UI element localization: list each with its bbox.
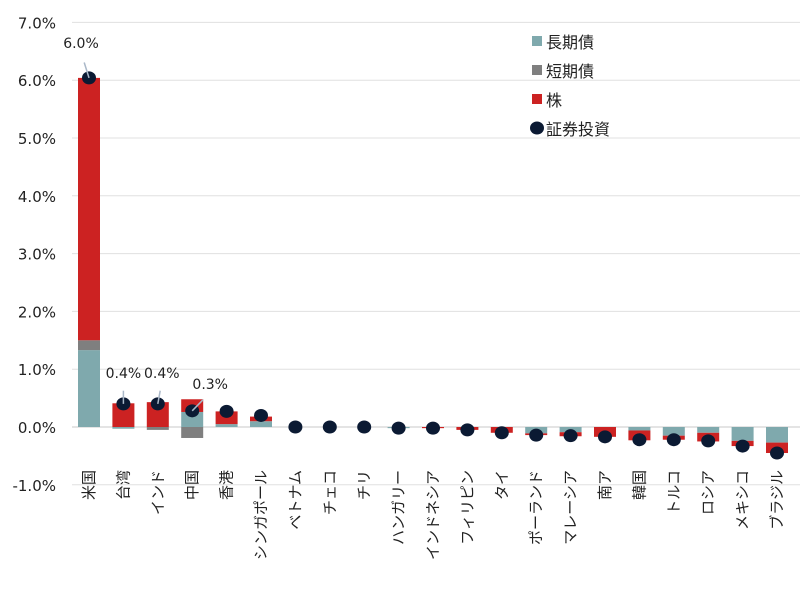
x-tick-label: メキシコ	[734, 470, 752, 530]
marker-point	[770, 446, 784, 460]
y-tick-label: 5.0%	[18, 130, 56, 148]
marker-point	[529, 428, 544, 442]
leader-line	[83, 62, 90, 79]
bar-segment	[250, 421, 272, 427]
x-tick-label: ベトナム	[286, 470, 304, 530]
legend-label: 短期債	[546, 62, 594, 81]
bar-segment	[181, 427, 204, 438]
y-tick-label: 7.0%	[18, 14, 56, 32]
x-tick-label: チリ	[355, 470, 373, 500]
bar-segment	[78, 77, 100, 341]
marker-point	[632, 433, 647, 447]
data-label: 6.0%	[63, 36, 99, 52]
data-labels: 6.0% 0.4% 0.4% 0.3%	[63, 36, 228, 412]
y-tick-label: 6.0%	[18, 72, 56, 90]
x-tick-label: 香港	[218, 470, 236, 500]
x-tick-label: シンガポール	[252, 470, 270, 560]
x-tick-label: トルコ	[665, 470, 683, 515]
bar-segment	[181, 411, 204, 427]
marker-point	[494, 426, 509, 440]
marker-point	[391, 421, 406, 435]
bar-segment	[146, 402, 169, 427]
x-tick-label: ブラジル	[768, 470, 786, 530]
x-tick-label: 南ア	[596, 470, 614, 500]
marker-point	[563, 429, 578, 443]
x-tick-label: タイ	[493, 470, 511, 500]
marker-point	[460, 423, 475, 437]
bar-segment	[697, 427, 720, 433]
data-label: 0.4%	[106, 366, 142, 382]
marker-point	[735, 439, 750, 453]
legend-marker	[530, 121, 544, 135]
legend-label: 長期債	[546, 33, 594, 52]
x-tick-label: 米国	[80, 470, 98, 500]
x-tick-label: フィリピン	[458, 470, 476, 545]
marker-point	[288, 420, 303, 434]
legend-swatch	[532, 94, 542, 104]
y-tick-label: 3.0%	[18, 246, 56, 264]
data-label: 0.4%	[144, 366, 180, 382]
data-label: 0.3%	[192, 377, 228, 393]
x-tick-label: チェコ	[321, 470, 339, 515]
bar-segment	[662, 427, 685, 436]
bars	[78, 77, 788, 454]
bar-segment	[78, 340, 100, 351]
x-axis: 米国 台湾 インド 中国 香港 シンガポール ベトナム チェコ チリ ハンガリー インドネシア フィリ…	[80, 470, 786, 560]
x-tick-label: 韓国	[630, 470, 648, 500]
x-tick-label: インド	[149, 470, 167, 515]
bar-segment	[766, 427, 788, 443]
marker-point	[254, 408, 268, 422]
x-tick-label: マレーシア	[562, 470, 580, 545]
bar-segment	[215, 424, 238, 427]
x-tick-label: ハンガリー	[390, 470, 408, 545]
marker-point	[426, 421, 440, 435]
legend-swatch	[532, 65, 542, 75]
marker-point	[598, 430, 612, 444]
bar-segment	[112, 427, 135, 429]
marker-point	[219, 404, 234, 418]
bar-segment	[112, 403, 135, 427]
x-tick-label: ポーランド	[527, 470, 545, 545]
leader-line	[157, 390, 161, 405]
x-tick-label: 中国	[183, 470, 201, 500]
x-tick-label: 台湾	[114, 470, 132, 500]
marker-point	[666, 433, 681, 447]
legend-label: 株	[546, 91, 562, 110]
legend-label: 証券投資	[546, 120, 610, 139]
x-tick-label: インドネシア	[424, 470, 442, 560]
y-axis: -1.0% 0.0% 1.0% 2.0% 3.0% 4.0% 5.0% 6.0% 7.0%	[12, 14, 56, 494]
y-tick-label: 0.0%	[18, 419, 56, 437]
bar-segment	[78, 350, 100, 427]
bar-segment	[628, 427, 651, 431]
y-tick-label: 4.0%	[18, 188, 56, 206]
legend-swatch	[532, 36, 542, 46]
y-tick-label: 2.0%	[18, 303, 56, 321]
y-tick-label: -1.0%	[12, 477, 56, 495]
leader-line	[191, 399, 204, 412]
marker-point	[701, 434, 716, 448]
marker-point	[322, 420, 337, 434]
marker-point	[357, 420, 372, 434]
x-tick-label: ロシア	[699, 470, 717, 515]
y-tick-label: 1.0%	[18, 361, 56, 379]
bar-segment	[146, 427, 169, 430]
bar-segment	[731, 427, 754, 441]
